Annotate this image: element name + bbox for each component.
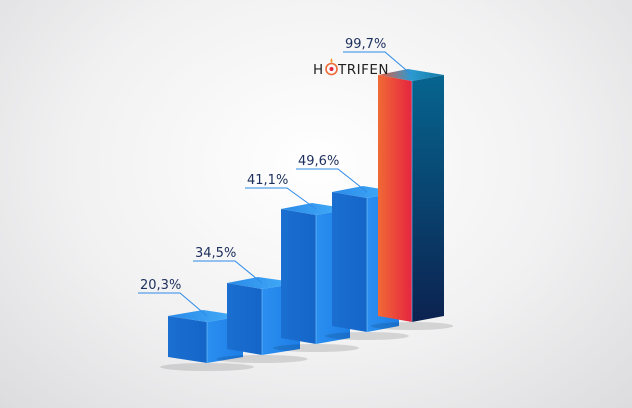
bar-shadow xyxy=(370,322,454,330)
data-label-2: 34,5% xyxy=(193,246,263,284)
bar-top-face xyxy=(168,310,243,322)
bar-right-face xyxy=(412,75,444,322)
svg-text:TRIFEN: TRIFEN xyxy=(337,62,389,78)
bar-top-face xyxy=(378,69,444,81)
bar-shadow xyxy=(325,332,409,340)
leader-line xyxy=(245,187,317,210)
leader-line xyxy=(296,168,368,193)
data-label-5: 99,7% xyxy=(343,37,413,76)
bar-shadow xyxy=(272,344,360,352)
bar-left-face xyxy=(227,283,262,355)
data-label-1: 20,3% xyxy=(138,278,208,317)
logo-text: H xyxy=(313,62,324,78)
leader-line xyxy=(138,292,208,317)
bar-left-face xyxy=(281,209,316,344)
bar-5 xyxy=(370,69,454,330)
data-label-text: 41,1% xyxy=(247,173,288,188)
data-label-4: 49,6% xyxy=(296,154,368,193)
data-label-text: 99,7% xyxy=(345,37,386,52)
bar-top-face xyxy=(227,277,300,289)
bar-shadow xyxy=(216,355,308,363)
leader-line xyxy=(193,260,263,284)
bar-shadow xyxy=(160,363,254,371)
data-label-text: 20,3% xyxy=(140,278,181,293)
logo: H TRIFEN xyxy=(313,58,389,78)
leader-line xyxy=(343,51,413,76)
bar-left-face xyxy=(168,316,207,363)
data-label-3: 41,1% xyxy=(245,173,317,210)
data-label-text: 34,5% xyxy=(195,246,236,261)
data-label-text: 49,6% xyxy=(298,154,339,169)
bar-left-face xyxy=(378,75,412,322)
flame-target-icon xyxy=(325,58,338,76)
bar-left-face xyxy=(332,192,367,332)
